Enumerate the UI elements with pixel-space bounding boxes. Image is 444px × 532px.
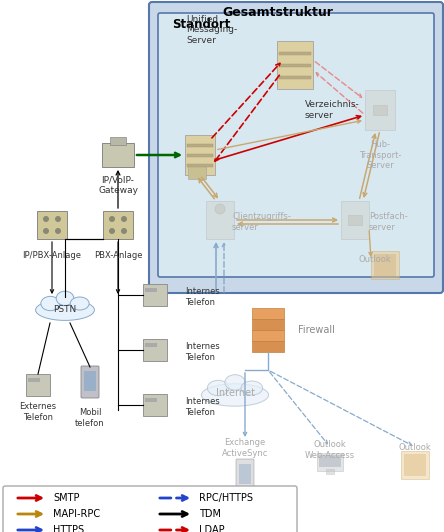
Ellipse shape (41, 296, 60, 311)
Bar (143, 394, 167, 416)
Ellipse shape (207, 380, 229, 396)
Bar (279, 76, 311, 79)
FancyBboxPatch shape (81, 366, 99, 398)
Bar (252, 330, 284, 341)
Text: Internes
Telefon: Internes Telefon (185, 342, 220, 362)
Circle shape (215, 204, 225, 214)
Bar (206, 201, 234, 239)
Bar (404, 454, 426, 476)
Text: Outlook: Outlook (399, 444, 432, 453)
FancyBboxPatch shape (158, 13, 434, 277)
Circle shape (55, 228, 61, 234)
Text: Postfach-
server: Postfach- server (369, 212, 408, 232)
Text: Internet: Internet (215, 388, 254, 398)
Text: RPC/HTTPS: RPC/HTTPS (199, 493, 253, 503)
Bar (252, 319, 284, 330)
Text: MAPI-RPC: MAPI-RPC (53, 509, 100, 519)
Text: Gesamtstruktur: Gesamtstruktur (222, 5, 333, 19)
Bar (252, 308, 284, 319)
Bar (373, 105, 387, 115)
Bar (371, 251, 399, 279)
Bar (110, 137, 126, 145)
Text: Exchange
ActiveSync: Exchange ActiveSync (222, 438, 268, 458)
Bar (319, 455, 341, 467)
Bar (145, 398, 157, 402)
Text: Outlook: Outlook (359, 255, 391, 264)
Bar (143, 284, 167, 306)
Bar (145, 288, 157, 292)
Ellipse shape (36, 300, 95, 320)
Bar (252, 341, 284, 352)
Text: Internes
Telefon: Internes Telefon (185, 287, 220, 307)
Ellipse shape (70, 297, 89, 310)
Bar (239, 464, 251, 484)
FancyBboxPatch shape (236, 459, 254, 491)
Text: Outlook
Web-Access: Outlook Web-Access (305, 440, 355, 460)
Bar (188, 165, 206, 179)
Bar (365, 90, 395, 130)
Text: Firewall: Firewall (298, 325, 335, 335)
Text: Unified
Messaging-
Server: Unified Messaging- Server (186, 15, 237, 45)
Circle shape (55, 216, 61, 222)
FancyBboxPatch shape (149, 2, 443, 293)
Text: IP/PBX-Anlage: IP/PBX-Anlage (23, 251, 82, 260)
Bar (279, 64, 311, 67)
Ellipse shape (56, 291, 74, 305)
Bar (143, 339, 167, 361)
Bar (374, 254, 396, 276)
Bar (326, 469, 334, 474)
Circle shape (43, 216, 49, 222)
Bar (102, 143, 134, 167)
Circle shape (43, 228, 49, 234)
Bar (185, 135, 215, 175)
Text: Standort: Standort (172, 18, 230, 30)
Text: Verzeichnis-
server: Verzeichnis- server (305, 101, 360, 120)
Text: TDM: TDM (199, 509, 221, 519)
Bar (187, 164, 213, 167)
Text: Externes
Telefon: Externes Telefon (20, 402, 56, 422)
Bar (187, 144, 213, 147)
Ellipse shape (202, 384, 269, 406)
Circle shape (121, 228, 127, 234)
Bar (37, 211, 67, 239)
Bar (401, 451, 429, 479)
Text: Mobil
telefon: Mobil telefon (75, 408, 105, 428)
Text: PSTN: PSTN (53, 305, 77, 314)
Text: Internes
Telefon: Internes Telefon (185, 397, 220, 417)
Circle shape (109, 228, 115, 234)
Ellipse shape (241, 381, 262, 395)
Text: SMTP: SMTP (53, 493, 79, 503)
FancyBboxPatch shape (3, 486, 297, 532)
Text: HTTPS: HTTPS (53, 525, 84, 532)
Circle shape (121, 216, 127, 222)
Bar (145, 343, 157, 347)
Bar (279, 52, 311, 55)
Bar (348, 215, 362, 225)
Circle shape (109, 216, 115, 222)
Text: Hub-
Transport-
Server: Hub- Transport- Server (359, 140, 401, 170)
Bar (317, 453, 343, 471)
Text: IP/VoIP-
Gateway: IP/VoIP- Gateway (98, 176, 138, 195)
Bar (84, 371, 96, 391)
Bar (187, 154, 213, 157)
Text: Clientzugriffs-
server: Clientzugriffs- server (232, 212, 291, 232)
Text: LDAP: LDAP (199, 525, 225, 532)
Ellipse shape (225, 375, 245, 390)
Bar (103, 211, 133, 239)
Bar (341, 201, 369, 239)
Bar (26, 374, 50, 396)
Text: PBX-Anlage: PBX-Anlage (94, 251, 142, 260)
Bar (28, 378, 40, 382)
Bar (277, 41, 313, 89)
